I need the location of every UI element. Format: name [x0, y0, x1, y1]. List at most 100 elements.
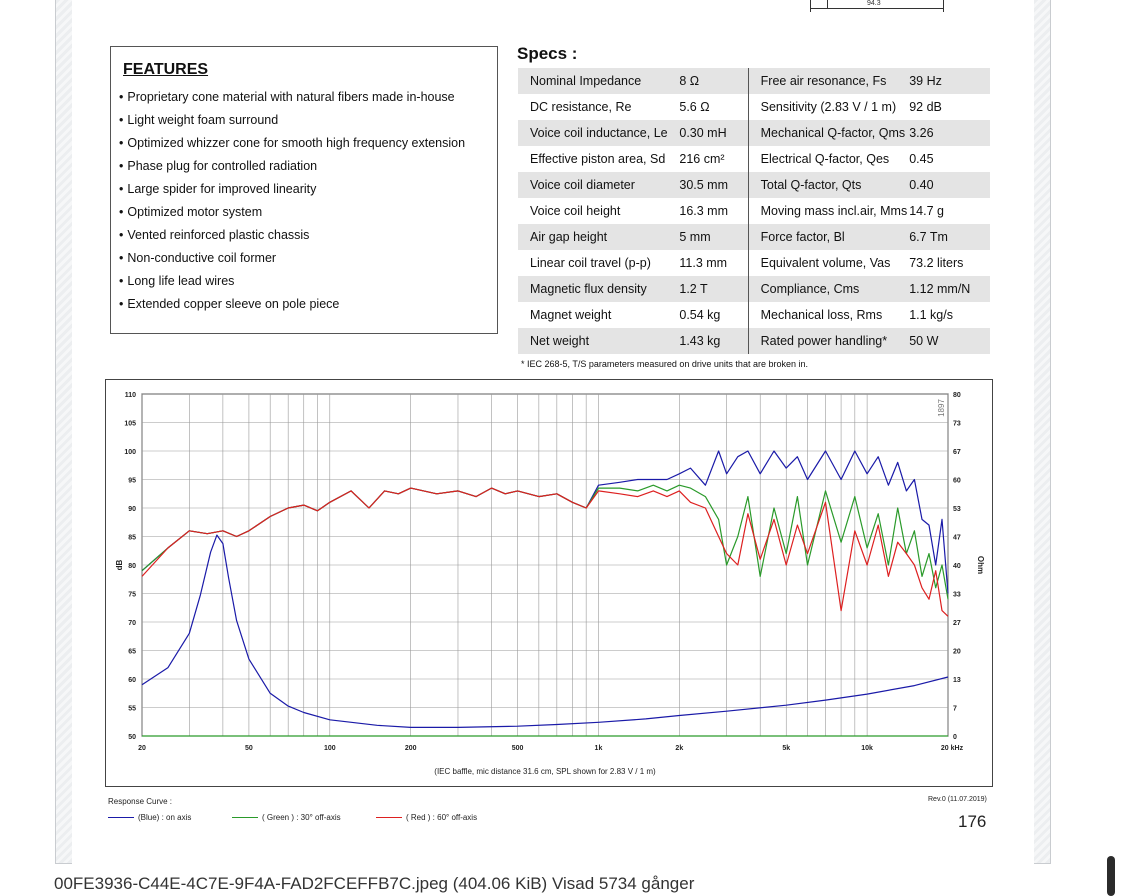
x-tick-label: 200 — [405, 745, 417, 752]
spec-value: 5 mm — [677, 224, 749, 250]
y-tick-label: 95 — [128, 478, 136, 485]
spec-label: Equivalent volume, Vas — [760, 256, 891, 270]
spec-label: Linear coil travel (p-p) — [530, 256, 651, 270]
y2-tick-label: 20 — [953, 649, 961, 656]
y-tick-label: 50 — [128, 734, 136, 741]
dimension-label: 94.3 — [867, 0, 881, 7]
table-row: Effective piston area, Sd 216 cm² Electric… — [518, 146, 990, 172]
x-tick-label: 5k — [782, 745, 790, 752]
spec-value: 73.2 liters — [909, 256, 964, 270]
y-axis-label: dB — [115, 559, 124, 570]
table-row: Voice coil diameter 30.5 mm Total Q-factor… — [518, 172, 990, 198]
scrollbar-thumb[interactable] — [1107, 856, 1115, 896]
y2-tick-label: 0 — [953, 734, 957, 741]
y2-tick-label: 40 — [953, 563, 961, 570]
y2-tick-label: 27 — [953, 620, 961, 627]
legend-item-red: ( Red ) : 60° off-axis — [376, 813, 477, 822]
feature-item: Vented reinforced plastic chassis — [119, 227, 465, 250]
x-tick-label: 1k — [595, 745, 603, 752]
y2-tick-label: 73 — [953, 421, 961, 428]
series-line-3 — [141, 534, 949, 728]
spec-value: 0.45 — [909, 152, 934, 166]
table-row: Linear coil travel (p-p) 11.3 mm Equivalen… — [518, 250, 990, 276]
table-row: Magnetic flux density 1.2 T Compliance, Cm… — [518, 276, 990, 302]
spec-value: 92 dB — [909, 100, 942, 114]
x-axis-label: (IEC baffle, mic distance 31.6 cm, SPL s… — [434, 767, 656, 776]
y2-tick-label: 67 — [953, 449, 961, 456]
spec-label: Free air resonance, Fs — [748, 68, 908, 94]
feature-item: Light weight foam surround — [119, 112, 465, 135]
x-tick-label: 500 — [512, 745, 524, 752]
y2-tick-label: 7 — [953, 706, 957, 713]
page-number: 176 — [958, 812, 987, 831]
spec-value: 3.26 — [907, 120, 990, 146]
table-row: Voice coil inductance, Le 0.30 mH Mechanic… — [518, 120, 990, 146]
frequency-response-chart: 20 50 100 200 500 1k 2k 5k 10k 20 kHz 50 55 60 65 70 75… — [105, 379, 993, 787]
spec-value: 5.6 Ω — [677, 94, 749, 120]
spec-label: DC resistance, Re — [530, 100, 632, 114]
spec-value: 1.12 mm/N — [907, 276, 990, 302]
table-row: Voice coil height 16.3 mm Moving mass incl… — [518, 198, 990, 224]
spec-label: Magnet weight — [530, 308, 612, 322]
spec-value: 1.2 T — [677, 276, 749, 302]
x-tick-label: 100 — [324, 745, 336, 752]
right-pattern-border — [1034, 0, 1050, 864]
spec-label: Total Q-factor, Qts — [748, 172, 908, 198]
spec-label: Force factor, Bl — [748, 224, 908, 250]
x-tick-label: 20 — [138, 745, 146, 752]
spec-value: 11.3 mm — [677, 250, 749, 276]
feature-item: Proprietary cone material with natural f… — [119, 89, 465, 112]
left-pattern-border — [56, 0, 72, 864]
y-tick-label: 85 — [128, 535, 136, 542]
spec-label: Voice coil inductance, Le — [518, 120, 678, 146]
features-list: Proprietary cone material with natural f… — [119, 89, 465, 319]
spec-value: 216 cm² — [677, 146, 749, 172]
feature-item: Extended copper sleeve on pole piece — [119, 296, 465, 319]
spec-value: 14.7 g — [909, 204, 944, 218]
y2-tick-label: 60 — [953, 478, 961, 485]
spec-value: 1.1 kg/s — [909, 308, 953, 322]
features-box: FEATURES Proprietary cone material with … — [110, 46, 498, 334]
x-tick-label: 10k — [861, 745, 873, 752]
left-frame-line — [55, 0, 56, 864]
legend-title: Response Curve : — [108, 797, 173, 806]
legend-label: ( Green ) : 30° off-axis — [262, 813, 341, 822]
chart-watermark: 1897 — [937, 399, 946, 417]
chart-canvas: 20 50 100 200 500 1k 2k 5k 10k 20 kHz505560657075… — [115, 392, 985, 776]
legend-label: (Blue) : on axis — [138, 813, 192, 822]
table-row: Net weight 1.43 kg Rated power handling* 50… — [518, 328, 990, 354]
table-row: Nominal Impedance 8 Ω Free air resonance, … — [518, 68, 990, 94]
attachment-caption[interactable]: 00FE3936-C44E-4C7E-9F4A-FAD2FCEFFB7C.jpe… — [54, 874, 695, 893]
spec-label: Mechanical loss, Rms — [760, 308, 883, 322]
feature-item: Long life lead wires — [119, 273, 465, 296]
spec-label: Air gap height — [518, 224, 678, 250]
spec-value: 1.43 kg — [677, 328, 749, 354]
y2-axis-label: Ohm — [976, 556, 985, 574]
revision-label: Rev.0 (11.07.2019) — [928, 796, 987, 803]
table-row: Magnet weight 0.54 kg Mechanical loss, Rms… — [518, 302, 990, 328]
legend-label: ( Red ) : 60° off-axis — [406, 813, 478, 822]
y-tick-label: 55 — [128, 706, 136, 713]
spec-label: Electrical Q-factor, Qes — [760, 152, 890, 166]
spec-value: 0.40 — [907, 172, 990, 198]
table-row: Air gap height 5 mm Force factor, Bl 6.7 Tm — [518, 224, 990, 250]
spec-value: 39 Hz — [907, 68, 990, 94]
feature-item: Large spider for improved linearity — [119, 181, 465, 204]
spec-label: Nominal Impedance — [518, 68, 678, 94]
y2-tick-label: 13 — [953, 677, 961, 684]
legend-swatch — [376, 817, 402, 818]
spec-label: Mechanical Q-factor, Qms — [748, 120, 908, 146]
series-line-0 — [141, 450, 949, 594]
right-frame-line — [1050, 0, 1051, 864]
feature-item: Phase plug for controlled radiation — [119, 158, 465, 181]
x-tick-label: 20 kHz — [941, 745, 964, 752]
spec-label: Magnetic flux density — [518, 276, 678, 302]
spec-label: Sensitivity (2.83 V / 1 m) — [760, 100, 897, 114]
specs-title: Specs : — [517, 44, 578, 63]
y2-tick-label: 53 — [953, 506, 961, 513]
specs-table: Nominal Impedance 8 Ω Free air resonance, … — [518, 68, 990, 354]
y-tick-label: 75 — [128, 592, 136, 599]
y-tick-label: 60 — [128, 677, 136, 684]
y-tick-label: 105 — [124, 421, 136, 428]
series-line-2 — [141, 487, 949, 617]
